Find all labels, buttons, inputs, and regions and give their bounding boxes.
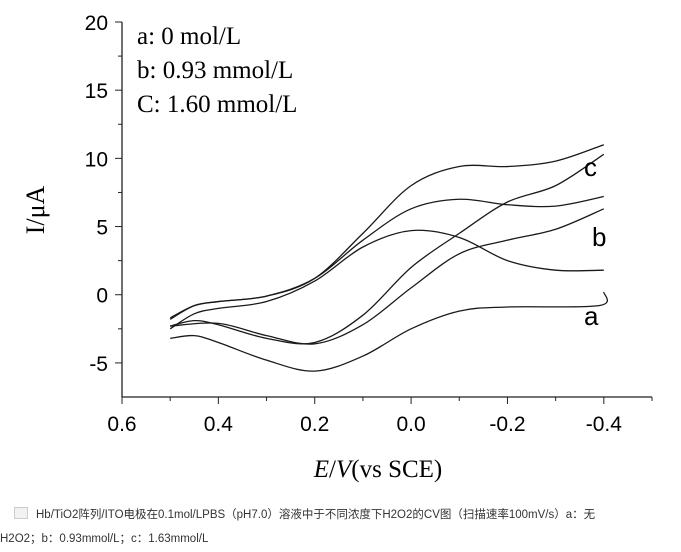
- cv-curve-c-anodic: [169, 144, 605, 320]
- legend: a: 0 mol/L b: 0.93 mmol/L C: 1.60 mmol/L: [137, 23, 297, 118]
- x-tick-label: 0.2: [300, 413, 329, 436]
- curves: [169, 144, 609, 372]
- curve-label-b: b: [592, 222, 606, 252]
- cv-curve-a-anodic: [169, 229, 604, 330]
- y-tick-label: -5: [89, 353, 108, 376]
- caption-line-2: H2O2；b：0.93mmol/L；c：1.63mmol/L: [0, 533, 209, 545]
- axes: 0.6 0.4 0.2 0.0 -0.2 -0.4 20 15 10 5 0 -5: [85, 12, 653, 436]
- cv-curve-b-anodic: [169, 195, 604, 319]
- y-tick-label: 20: [85, 12, 108, 35]
- cv-curve-a-cathodic: [170, 291, 609, 372]
- image-icon: [14, 507, 28, 519]
- curve-label-a: a: [584, 301, 599, 331]
- curve-label-c: c: [584, 152, 597, 182]
- x-tick-label: -0.4: [586, 413, 623, 436]
- y-tick-label: 0: [96, 285, 108, 308]
- x-tick-label: 0.6: [107, 413, 136, 436]
- figure-caption: Hb/TiO2阵列/ITO电极在0.1mol/LPBS（pH7.0）溶液中于不同…: [0, 503, 681, 551]
- x-tick-label: -0.2: [489, 413, 525, 436]
- y-tick-label: 10: [85, 148, 108, 171]
- cv-chart: 0.6 0.4 0.2 0.0 -0.2 -0.4 20 15 10 5 0 -5 a: 0 mol/…: [21, 12, 653, 483]
- cv-curve-c-cathodic: [170, 153, 605, 345]
- y-axis-label: I/μA: [21, 185, 50, 234]
- legend-entry-b: b: 0.93 mmol/L: [137, 57, 293, 84]
- caption-line-1: Hb/TiO2阵列/ITO电极在0.1mol/LPBS（pH7.0）溶液中于不同…: [36, 509, 596, 521]
- x-axis-label: E/V(vs SCE): [313, 456, 443, 483]
- x-tick-label: 0.0: [396, 413, 425, 436]
- legend-entry-a: a: 0 mol/L: [137, 23, 241, 50]
- y-tick-label: 5: [96, 217, 108, 240]
- y-tick-label: 15: [85, 80, 108, 103]
- legend-entry-c: C: 1.60 mmol/L: [137, 91, 297, 118]
- cv-curve-b-cathodic: [170, 208, 605, 345]
- x-tick-label: 0.4: [204, 413, 234, 436]
